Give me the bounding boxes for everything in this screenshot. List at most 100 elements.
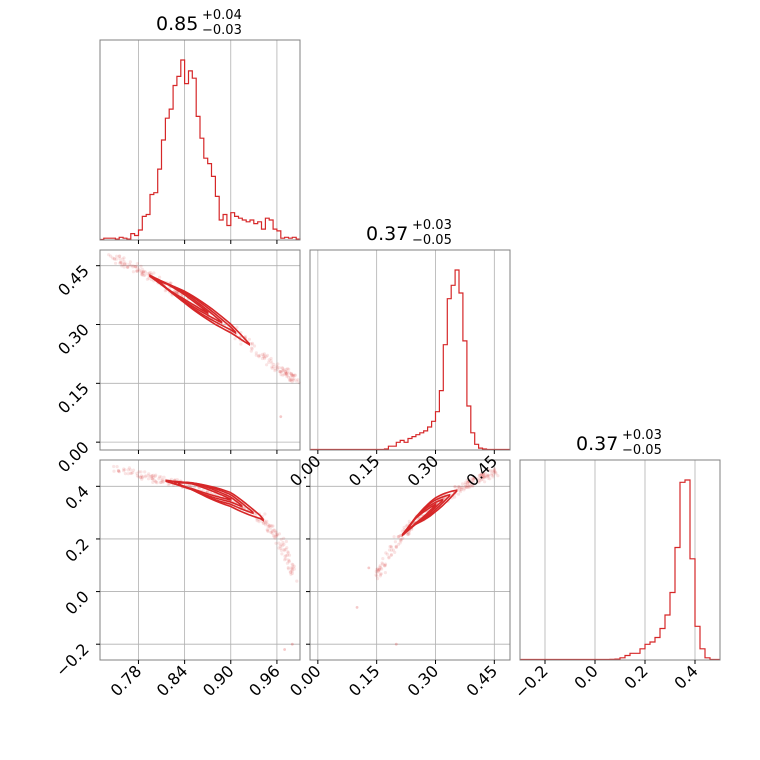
p1-vs-p3-sample-point-254 (274, 534, 278, 538)
p1-vs-p3-sample-point-0 (146, 477, 151, 481)
p1-vs-p3-sample-point-161 (264, 520, 268, 524)
p1-vs-p2-sample-point-181 (134, 264, 138, 269)
p1-vs-p3-sample-point-16 (270, 529, 274, 533)
p1-vs-p2-sample-point-196 (290, 373, 294, 377)
p1-vs-p2-sample-point-57 (141, 270, 146, 274)
p1-vs-p2-sample-point-59 (115, 254, 119, 258)
p1-vs-p3-sample-point-256 (287, 560, 291, 564)
p1-vs-p3-sample-point-240 (277, 546, 281, 550)
p2-vs-p3-sample-point-241 (377, 567, 381, 571)
p2-vs-p3-sample-point-21 (375, 567, 380, 571)
p1-vs-p3-sample-point-122 (284, 539, 288, 544)
p1-vs-p3-sample-point-124 (285, 561, 289, 565)
p2-vs-p3-sample-point-214 (466, 485, 470, 489)
p1-vs-p3-sample-point-44 (270, 531, 274, 535)
p1-vs-p2-sample-point-58 (284, 370, 288, 374)
p1-vs-p3-sample-point-9 (126, 472, 130, 476)
p2-vs-p3-sample-point-217 (397, 534, 401, 538)
p2-vs-p3-sample-point-51 (494, 470, 498, 474)
p1-vs-p3-sample-point-185 (277, 541, 281, 545)
p1-vs-p3-sample-point-129 (131, 470, 135, 475)
p1-vs-p3-sample-point-224 (266, 528, 270, 533)
p1-vs-p3-xtick-label-1: 0.84 (153, 661, 192, 700)
p1-vs-p2-sample-point-224 (275, 365, 279, 369)
p1-vs-p2-ytick-label-1: 0.15 (54, 379, 93, 418)
p1-vs-p2-sample-point-259 (291, 373, 295, 377)
p2-vs-p3-sample-point-166 (463, 481, 468, 485)
p1-vs-p3-sample-point-228 (281, 543, 285, 548)
p1-vs-p2-sample-point-110 (281, 368, 285, 372)
p2-vs-p3-sample-point-62 (480, 475, 484, 479)
p2-vs-p3-sample-point-179 (384, 551, 388, 555)
p1-vs-p2-sample-point-249 (284, 371, 288, 375)
p1-vs-p3-sample-point-15 (285, 553, 290, 557)
p1-vs-p3-sample-point-148 (272, 528, 276, 532)
p2-vs-p3-sample-point-243 (389, 553, 393, 558)
p1-vs-p2-sample-point-100 (131, 264, 135, 268)
p1-vs-p2-sample-point-28 (290, 380, 294, 384)
p2-vs-p3-sample-point-155 (471, 476, 475, 480)
p2-marginal-xtick-label-2: 0.30 (404, 451, 443, 490)
p1-vs-p2-sample-point-52 (250, 342, 254, 346)
p1-vs-p2-sample-point-36 (114, 261, 118, 265)
p2-vs-p3-sample-point-52 (479, 473, 484, 477)
p2-vs-p3-sample-point-254 (394, 545, 398, 550)
p1-vs-p2-sample-point-146 (126, 265, 130, 269)
p1-vs-p2-sample-point-168 (137, 269, 142, 273)
p2-vs-p3-sample-point-19 (486, 473, 490, 477)
p1-vs-p3-sample-point-115 (286, 551, 290, 555)
p2-vs-p3-sample-point-196 (478, 479, 482, 483)
p1-vs-p3-sample-point-219 (290, 571, 294, 576)
p1-vs-p3-sample-point-128 (123, 468, 127, 472)
p1-vs-p2-sample-point-10 (275, 364, 279, 368)
p2-vs-p3-sample-point-40 (479, 476, 483, 480)
p2-vs-p3-sample-point-156 (388, 545, 392, 549)
p2-vs-p3-sample-point-203 (380, 562, 385, 566)
p1-vs-p2-ytick-label-3: 0.45 (54, 261, 93, 300)
p2-vs-p3-sample-point-145 (457, 485, 461, 489)
p2-vs-p3-stray-point-1 (367, 566, 371, 570)
p2-vs-p3-sample-point-199 (397, 535, 401, 539)
p2-vs-p3-sample-point-238 (467, 479, 471, 483)
p2-vs-p3-sample-point-47 (380, 561, 384, 565)
p2-vs-p3-sample-point-216 (458, 488, 462, 492)
p1-vs-p2-sample-point-212 (145, 277, 149, 281)
p1-vs-p2-sample-point-30 (281, 369, 285, 373)
p1-vs-p3-sample-point-110 (166, 483, 170, 487)
p2-vs-p3-sample-point-239 (493, 467, 497, 471)
p1-vs-p3-sample-point-68 (205, 490, 209, 494)
p2-vs-p3-sample-point-204 (407, 531, 411, 535)
p2-vs-p3-sample-point-149 (378, 564, 382, 568)
p2-vs-p3-sample-point-198 (481, 477, 485, 481)
p1-vs-p2-sample-point-148 (146, 272, 150, 276)
p1-vs-p3-sample-point-20 (285, 546, 289, 550)
p1-vs-p3-sample-point-246 (268, 526, 272, 530)
p1-vs-p3-sample-point-80 (154, 480, 158, 484)
p2-vs-p3-sample-point-226 (489, 473, 493, 477)
p1-vs-p3-sample-point-234 (283, 554, 287, 559)
p1-vs-p3-sample-point-47 (187, 484, 191, 488)
p1-vs-p3-sample-point-259 (277, 532, 281, 536)
p2-vs-p3-sample-point-111 (453, 495, 457, 499)
p1-vs-p3-sample-point-175 (159, 480, 163, 485)
p1-vs-p2-sample-point-4 (290, 373, 294, 377)
p1-vs-p2-sample-point-125 (249, 349, 253, 353)
p3-marginal-title-plus: +0.03 (622, 428, 662, 443)
p1-vs-p3-sample-point-205 (265, 519, 269, 523)
p1-vs-p3-sample-point-142 (150, 477, 154, 481)
p1-vs-p2-sample-point-87 (140, 270, 144, 274)
p2-vs-p3-sample-point-209 (387, 556, 391, 560)
p1-vs-p3-sample-point-130 (266, 525, 270, 529)
p2-vs-p3-sample-point-154 (486, 474, 490, 478)
p1-vs-p3-sample-point-241 (159, 480, 163, 484)
p3-marginal-frame (519, 459, 721, 661)
p2-vs-p3-sample-point-256 (480, 472, 485, 476)
p2-vs-p3-sample-point-193 (383, 563, 387, 568)
p1-vs-p3-sample-point-225 (284, 554, 288, 558)
p1-vs-p3-sample-point-247 (144, 474, 148, 478)
p3-marginal-title-minus: −0.05 (622, 443, 662, 458)
p1-vs-p2-sample-point-102 (233, 337, 237, 341)
p1-vs-p2-sample-point-15 (285, 373, 289, 377)
p1-vs-p2-sample-point-173 (247, 337, 251, 341)
p1-vs-p2-sample-point-20 (250, 346, 254, 350)
